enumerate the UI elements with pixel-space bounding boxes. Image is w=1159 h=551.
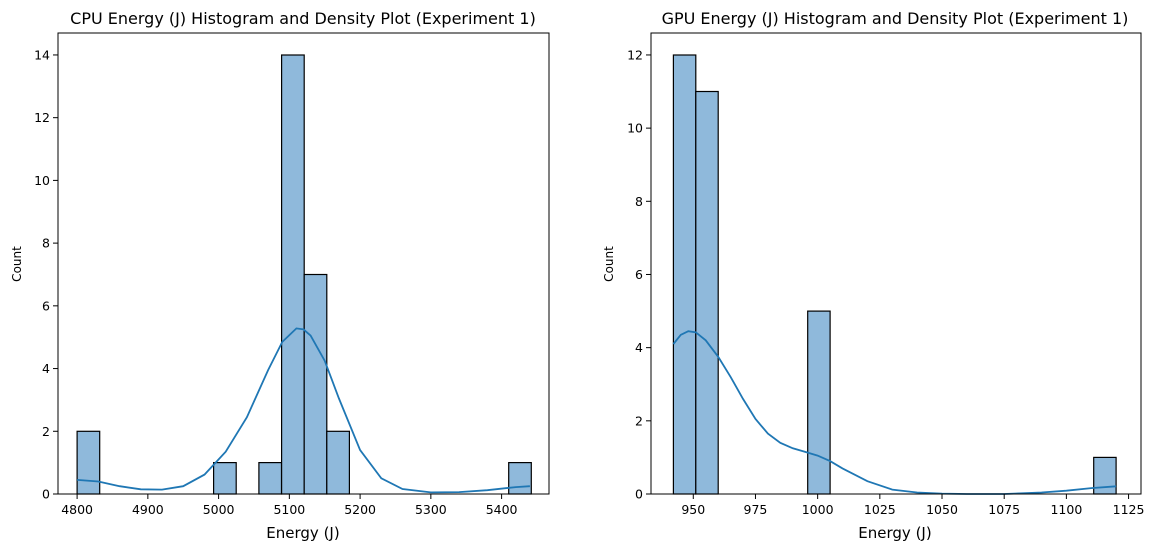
gpu-y-tick-label: 4 bbox=[635, 340, 643, 355]
gpu-x-tick-label: 1125 bbox=[1113, 502, 1145, 517]
cpu-x-tick-label: 4900 bbox=[132, 502, 164, 517]
cpu-bar-6 bbox=[508, 462, 532, 495]
gpu-bars bbox=[672, 54, 1117, 495]
cpu-bars bbox=[76, 54, 532, 495]
gpu-density-curve bbox=[672, 330, 1117, 495]
gpu-bar-2 bbox=[807, 310, 831, 495]
cpu-bar-0 bbox=[76, 430, 101, 495]
cpu-y-tick-label: 12 bbox=[34, 110, 50, 125]
cpu-y-tick-label: 6 bbox=[42, 298, 50, 313]
gpu-x-tick-label: 950 bbox=[681, 502, 705, 517]
cpu-y-ticks: 0 2 4 6 8 10 12 14 bbox=[34, 47, 58, 502]
gpu-bar-1 bbox=[695, 90, 719, 495]
cpu-y-tick-label: 8 bbox=[42, 236, 50, 251]
gpu-x-axis-label: Energy (J) bbox=[858, 524, 931, 542]
cpu-x-tick-label: 5200 bbox=[344, 502, 376, 517]
cpu-x-tick-label: 5000 bbox=[203, 502, 235, 517]
cpu-histogram-panel: CPU Energy (J) Histogram and Density Plo… bbox=[10, 9, 550, 542]
gpu-y-tick-label: 12 bbox=[627, 47, 643, 62]
gpu-y-tick-label: 0 bbox=[635, 487, 643, 502]
gpu-x-tick-label: 1050 bbox=[926, 502, 958, 517]
cpu-y-tick-label: 10 bbox=[34, 173, 50, 188]
gpu-y-tick-label: 6 bbox=[635, 267, 643, 282]
cpu-x-tick-label: 5400 bbox=[486, 502, 518, 517]
cpu-y-tick-label: 0 bbox=[42, 487, 50, 502]
cpu-x-axis-label: Energy (J) bbox=[266, 524, 339, 542]
cpu-bar-2 bbox=[258, 462, 283, 495]
cpu-bar-5 bbox=[326, 430, 350, 495]
gpu-x-tick-label: 1000 bbox=[802, 502, 834, 517]
cpu-x-tick-label: 4800 bbox=[61, 502, 93, 517]
gpu-plot-frame bbox=[650, 32, 1142, 495]
cpu-plot-frame bbox=[57, 32, 550, 495]
gpu-y-tick-label: 2 bbox=[635, 413, 643, 428]
gpu-bar-0 bbox=[672, 54, 697, 495]
gpu-y-ticks: 0 2 4 6 8 10 12 bbox=[627, 47, 651, 502]
cpu-chart-title: CPU Energy (J) Histogram and Density Plo… bbox=[70, 9, 536, 28]
gpu-x-tick-label: 975 bbox=[744, 502, 768, 517]
cpu-x-ticks: 4800 4900 5000 5100 5200 5300 5400 bbox=[61, 494, 518, 517]
gpu-x-tick-label: 1100 bbox=[1050, 502, 1082, 517]
cpu-bar-1 bbox=[213, 462, 237, 495]
cpu-bar-3 bbox=[281, 54, 305, 495]
gpu-x-ticks: 950 975 1000 1025 1050 1075 1100 1125 bbox=[681, 494, 1144, 517]
cpu-x-tick-label: 5100 bbox=[273, 502, 305, 517]
gpu-chart-title: GPU Energy (J) Histogram and Density Plo… bbox=[662, 9, 1129, 28]
cpu-density-curve bbox=[77, 327, 530, 494]
gpu-histogram-panel: GPU Energy (J) Histogram and Density Plo… bbox=[602, 9, 1144, 542]
cpu-y-tick-label: 2 bbox=[42, 424, 50, 439]
gpu-y-tick-label: 10 bbox=[627, 121, 643, 136]
cpu-y-tick-label: 4 bbox=[42, 361, 50, 376]
cpu-bar-4 bbox=[303, 273, 328, 495]
gpu-y-tick-label: 8 bbox=[635, 194, 643, 209]
cpu-y-tick-label: 14 bbox=[34, 47, 50, 62]
gpu-x-tick-label: 1025 bbox=[864, 502, 896, 517]
cpu-y-axis-label: Count bbox=[10, 246, 24, 282]
cpu-x-tick-label: 5300 bbox=[415, 502, 447, 517]
gpu-y-axis-label: Count bbox=[602, 246, 616, 282]
gpu-x-tick-label: 1075 bbox=[988, 502, 1020, 517]
